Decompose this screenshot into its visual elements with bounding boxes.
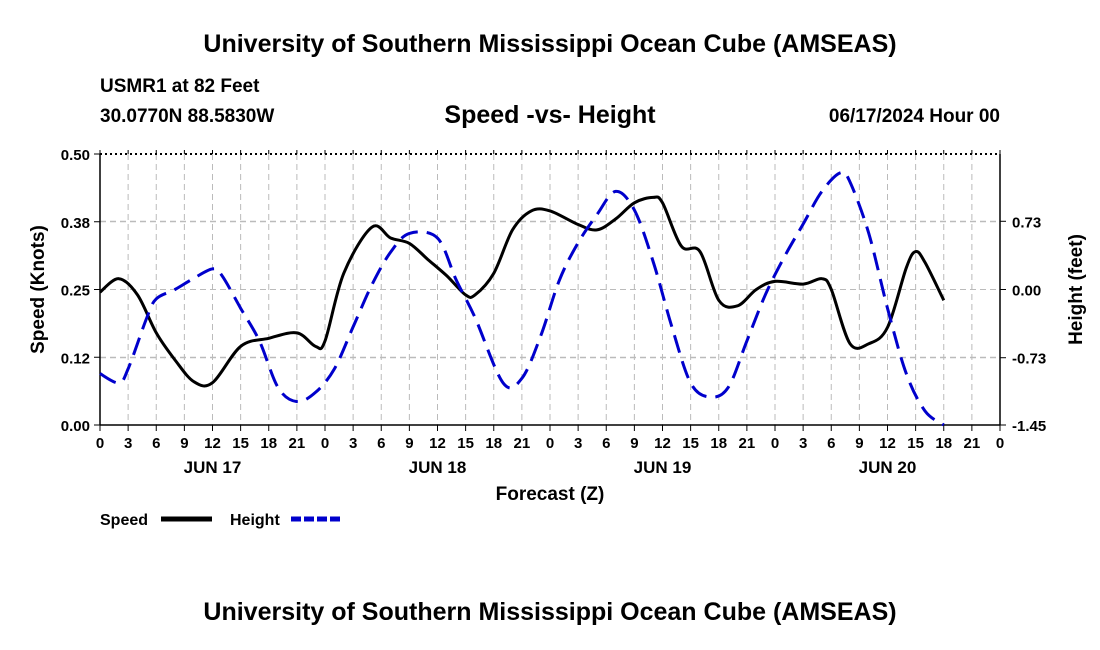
legend-label-speed: Speed [100, 512, 148, 529]
x-tick-label: 21 [514, 435, 531, 452]
x-tick-label: 0 [996, 435, 1004, 452]
x-tick-label: 9 [180, 435, 188, 452]
x-tick-label: 0 [321, 435, 329, 452]
x-tick-label: 0 [546, 435, 554, 452]
x-tick-label: 9 [630, 435, 638, 452]
x-tick-label: 6 [602, 435, 610, 452]
y-tick-label: 0.12 [61, 350, 90, 367]
series-line-height [99, 170, 945, 427]
x-tick-label: 15 [232, 435, 249, 452]
x-axis-title: Forecast (Z) [496, 484, 605, 505]
page-title-bottom: University of Southern Mississippi Ocean… [203, 598, 897, 626]
x-tick-label: 0 [771, 435, 779, 452]
x-tick-label: 6 [827, 435, 835, 452]
y-tick-label: 0.50 [61, 147, 90, 164]
y-tick-label: 0.38 [61, 215, 90, 232]
x-tick-label: 21 [739, 435, 756, 452]
x-tick-label: 15 [907, 435, 924, 452]
x-tick-label: 21 [289, 435, 306, 452]
y2-axis-title: Height (feet) [1066, 234, 1087, 345]
y2-tick-label: -1.45 [1012, 418, 1046, 435]
x-tick-label: 18 [935, 435, 952, 452]
x-tick-label: 12 [654, 435, 671, 452]
station-label: USMR1 at 82 Feet [100, 76, 260, 97]
x-tick-label: 12 [879, 435, 896, 452]
x-tick-label: 6 [152, 435, 160, 452]
x-tick-label: 12 [204, 435, 221, 452]
x-tick-label: 18 [710, 435, 727, 452]
x-tick-label: 9 [405, 435, 413, 452]
x-tick-label: 15 [682, 435, 699, 452]
y2-tick-label: 0.00 [1012, 283, 1041, 300]
page-title-top: University of Southern Mississippi Ocean… [203, 30, 897, 58]
x-tick-label: 18 [485, 435, 502, 452]
y-axis-title: Speed (Knots) [28, 225, 49, 354]
x-tick-label: 18 [260, 435, 277, 452]
series-line-speed [99, 195, 946, 388]
day-label: JUN 18 [409, 458, 467, 477]
x-tick-label: 21 [964, 435, 981, 452]
coordinates-label: 30.0770N 88.5830W [100, 106, 275, 127]
x-tick-label: 3 [574, 435, 582, 452]
legend-label-height: Height [230, 512, 280, 529]
x-tick-label: 3 [799, 435, 807, 452]
x-tick-label: 3 [124, 435, 132, 452]
x-tick-label: 0 [96, 435, 104, 452]
x-tick-label: 9 [855, 435, 863, 452]
x-tick-label: 6 [377, 435, 385, 452]
y-tick-label: 0.25 [61, 283, 90, 300]
y2-tick-label: -0.73 [1012, 351, 1046, 368]
speed-height-chart: 0.00 0.12 0.25 0.38 0.50 -1.45 -0.73 0.00 0.73 0 3… [28, 147, 1087, 529]
x-tick-label: 3 [349, 435, 357, 452]
chart-title: Speed -vs- Height [444, 101, 656, 129]
day-label: JUN 20 [859, 458, 917, 477]
day-label: JUN 17 [184, 458, 242, 477]
x-tick-label: 15 [457, 435, 474, 452]
x-tick-label: 12 [429, 435, 446, 452]
forecast-datetime: 06/17/2024 Hour 00 [828, 106, 1000, 127]
y2-tick-label: 0.73 [1012, 214, 1041, 231]
day-label: JUN 19 [634, 458, 692, 477]
y-tick-label: 0.00 [61, 418, 90, 435]
